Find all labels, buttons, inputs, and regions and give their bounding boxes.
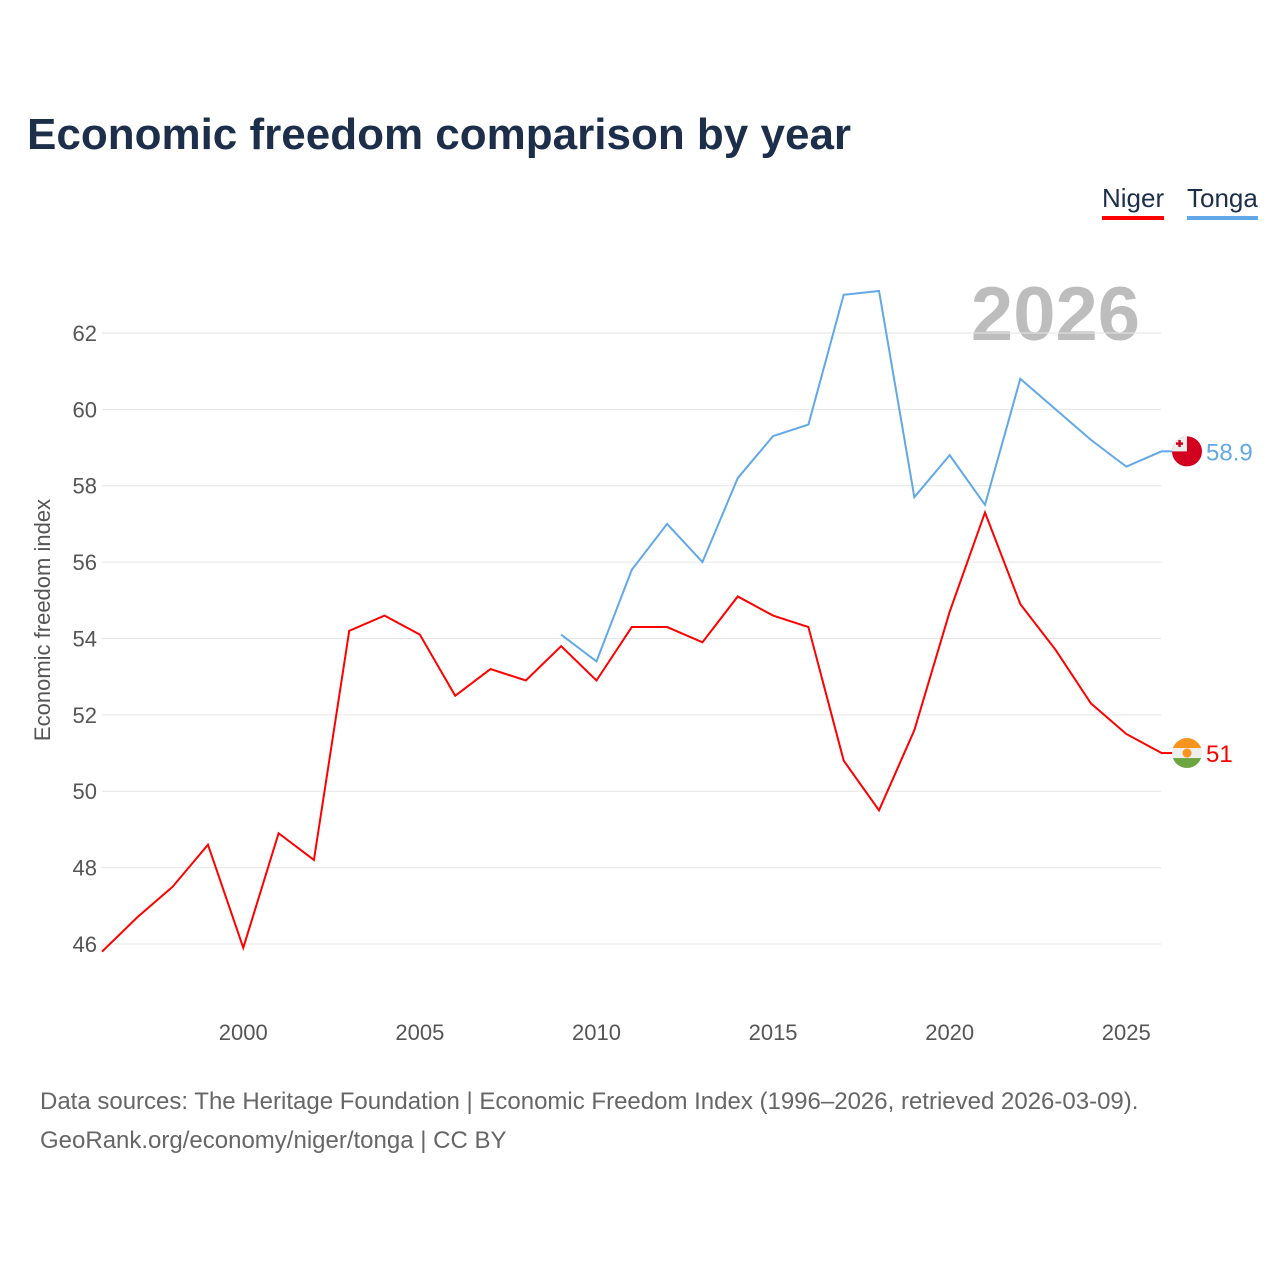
y-tick-label: 54 — [73, 626, 97, 651]
series-line-tonga — [560, 289, 1162, 663]
end-value-label: 58.9 — [1206, 439, 1253, 466]
source-link[interactable]: GeoRank.org/economy/niger/tonga | CC BY — [40, 1127, 507, 1154]
y-axis-label: Economic freedom index — [30, 499, 55, 741]
y-tick-label: 62 — [73, 321, 97, 346]
x-tick-label: 2025 — [1102, 1020, 1151, 1045]
y-tick-label: 58 — [73, 474, 97, 499]
x-tick-label: 2005 — [395, 1020, 444, 1045]
x-tick-label: 2000 — [219, 1020, 268, 1045]
y-tick-label: 56 — [73, 550, 97, 575]
y-tick-label: 50 — [73, 779, 97, 804]
x-tick-label: 2010 — [572, 1020, 621, 1045]
year-watermark: 2026 — [971, 272, 1140, 357]
x-tick-label: 2015 — [749, 1020, 798, 1045]
chart-title: Economic freedom comparison by year — [27, 110, 852, 159]
series-line-niger — [101, 509, 1163, 953]
y-tick-label: 46 — [73, 932, 97, 957]
end-value-label: 51 — [1206, 741, 1233, 768]
legend-tonga[interactable]: Tonga — [1187, 183, 1258, 220]
legend-niger[interactable]: Niger — [1102, 183, 1165, 220]
niger-flag-icon — [1172, 738, 1202, 749]
niger-flag-green — [1172, 758, 1202, 769]
x-tick-label: 2020 — [925, 1020, 974, 1045]
y-tick-label: 48 — [73, 856, 97, 881]
source-note: Data sources: The Heritage Foundation | … — [40, 1088, 1139, 1115]
tonga-flag-cross — [1178, 440, 1181, 448]
y-tick-label: 52 — [73, 703, 97, 728]
y-tick-label: 60 — [73, 397, 97, 422]
niger-flag-disc — [1182, 748, 1192, 758]
